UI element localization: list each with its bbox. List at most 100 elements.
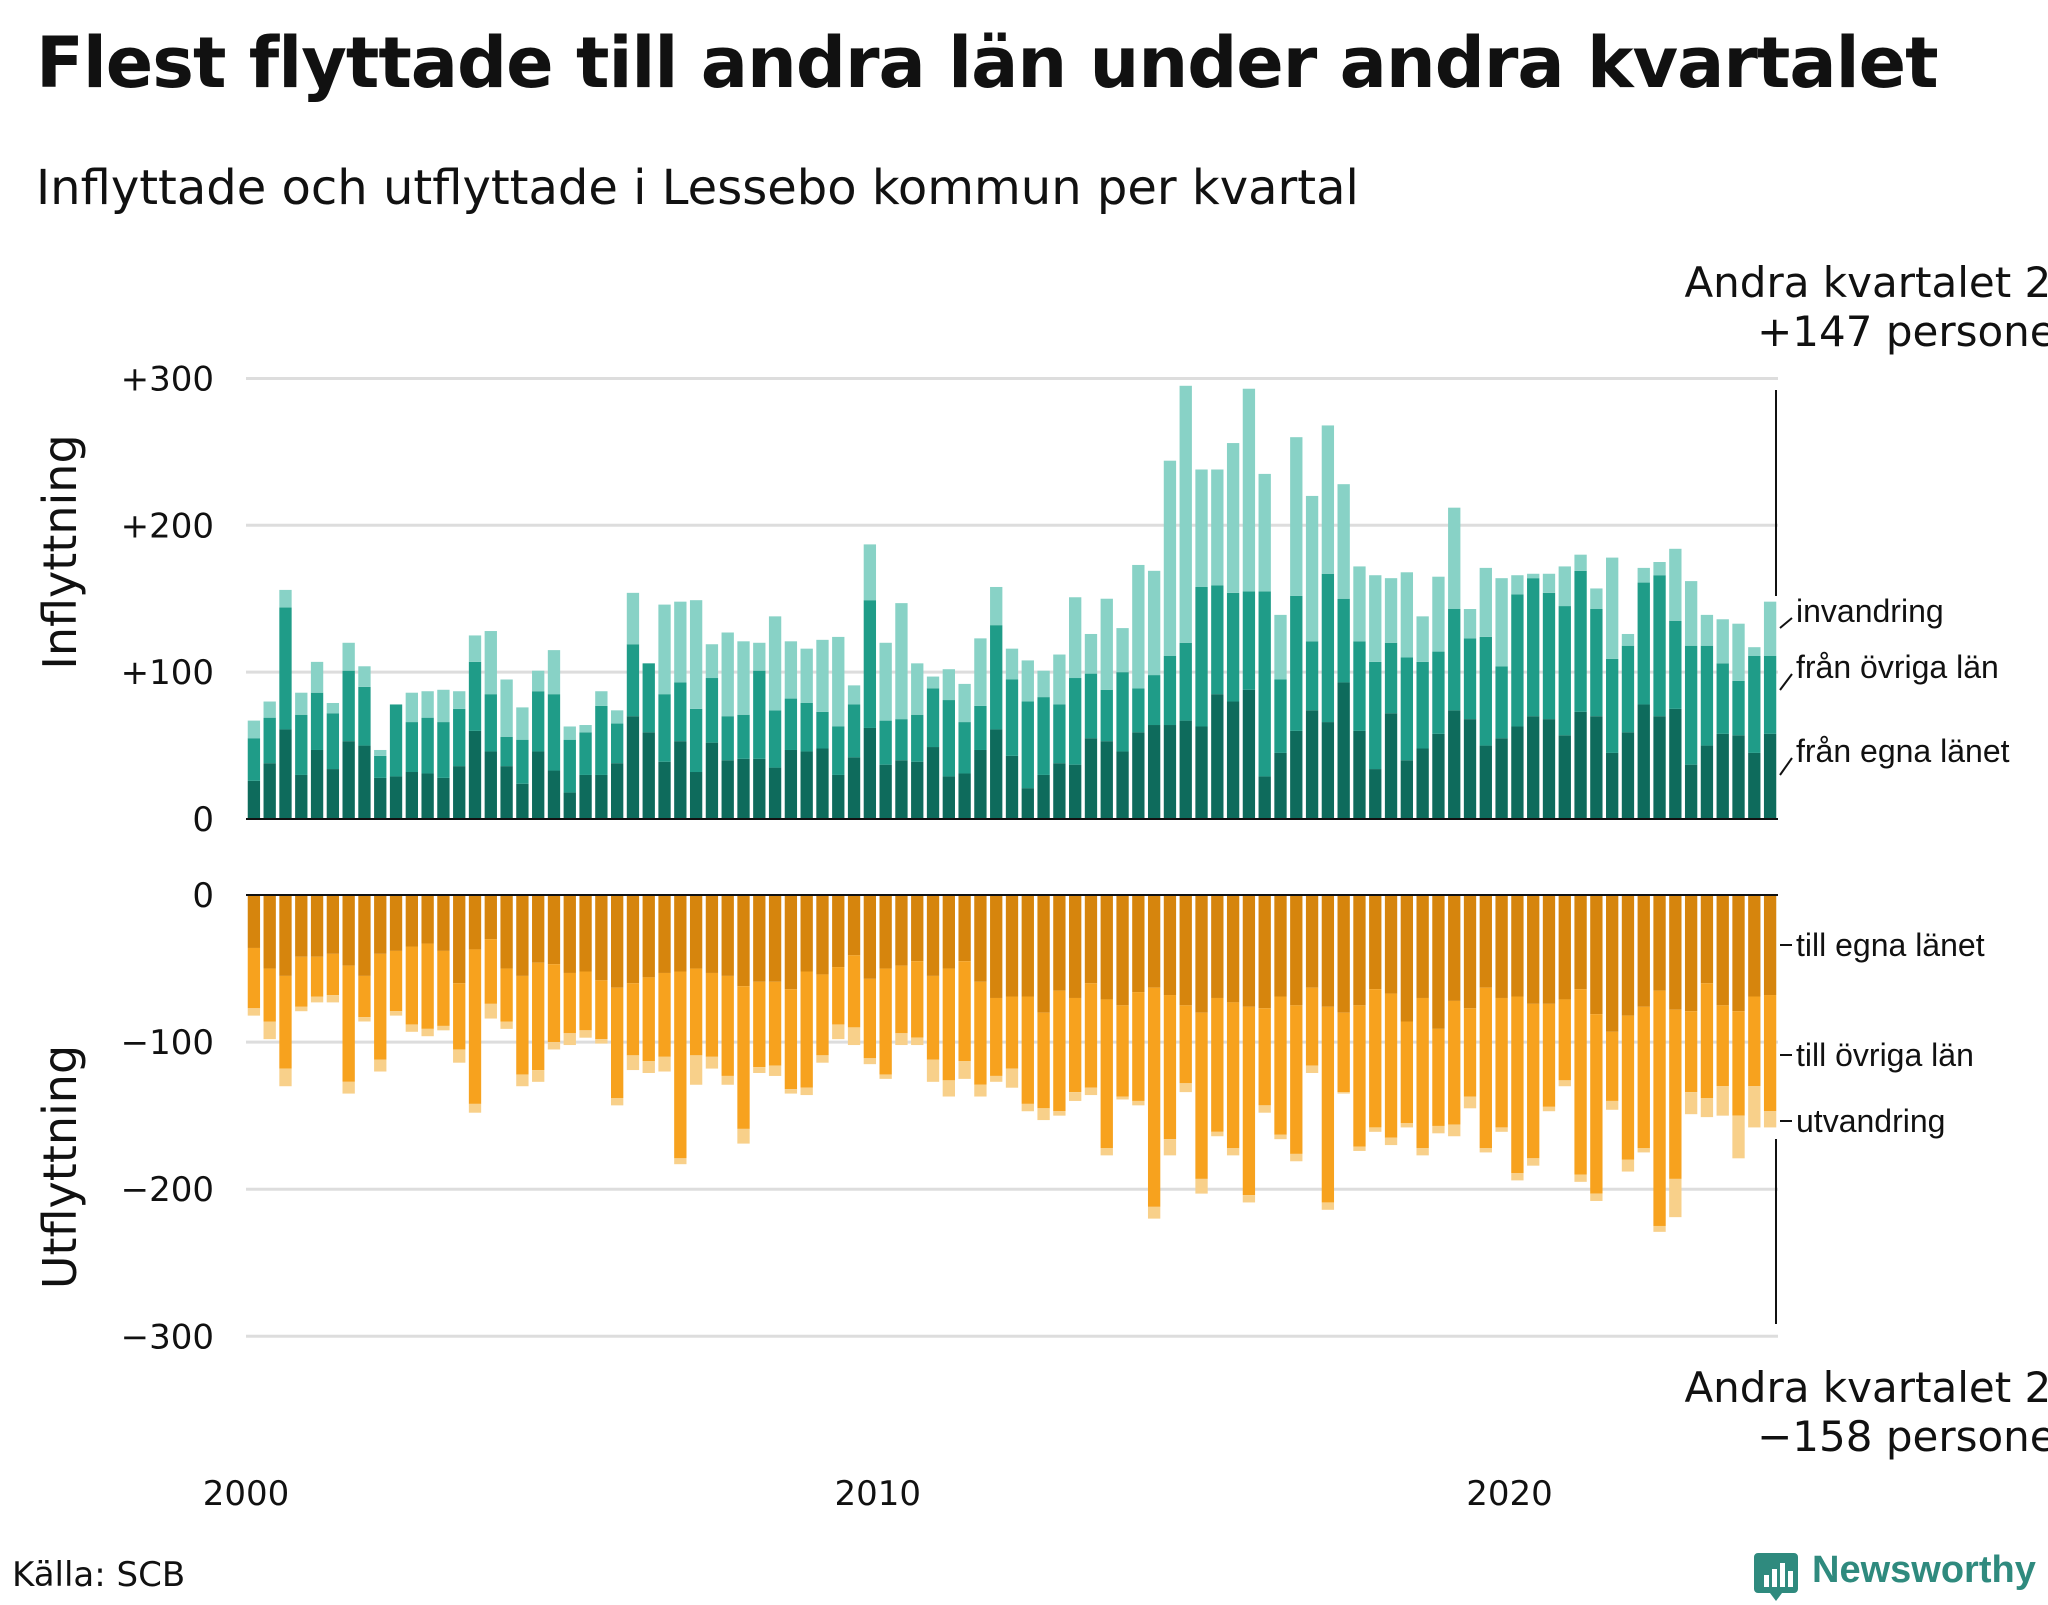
bar-segment [1653,562,1666,576]
bar-segment [1748,656,1761,753]
bar-segment [1242,1195,1256,1203]
bar-segment [1053,895,1066,991]
bar-segment [1274,752,1287,819]
y-axis-label-bottom: Utflyttning [33,1045,87,1289]
bar-segment [279,1068,292,1087]
bar-segment [1100,689,1113,742]
x-tick-label: 2020 [1466,1474,1553,1514]
bar-segment [484,631,497,695]
bar-segment [1432,1028,1445,1126]
bar-segment [1053,763,1066,819]
bar-segment [1637,567,1650,583]
y-axis-label-top: Inflyttning [33,434,87,669]
bar-segment [1416,616,1429,662]
bar-segment [1163,895,1177,996]
bar-segment [1242,388,1256,592]
bar-segment [1211,585,1224,695]
bar-segment [326,953,340,996]
bar-segment [342,741,355,819]
label-till-ovriga-lan: till övriga län [1796,1037,1974,1073]
bar-segment [516,895,529,976]
bar-segment [1179,1083,1192,1093]
bar-segment [437,895,450,951]
bar-segment [1400,1021,1414,1124]
bar-segment [1590,1193,1603,1201]
bar-segment [1463,1096,1477,1109]
bar-segment [1147,725,1161,819]
bar-segment [295,895,308,957]
bar-segment [879,720,892,765]
bar-segment [1211,694,1224,819]
bar-segment [279,607,292,730]
bar-segment [800,1087,813,1096]
bar-segment [421,895,434,944]
bar-segment [626,1055,640,1071]
bar-segment [1305,710,1319,819]
bar-segment [263,968,276,1022]
bar-segment [1369,989,1382,1128]
bar-segment [1258,1105,1271,1113]
bar-segment [737,986,750,1129]
bar-segment [1258,1008,1271,1106]
bar-segment [1005,648,1019,680]
bar-segment [1321,1006,1335,1203]
bar-segment [863,544,877,601]
bar-segment [310,956,324,997]
bar-segment [484,694,497,752]
y-axis-label-inflow: Inflyttning [33,434,87,669]
bar-segment [1069,1092,1082,1101]
bar-segment [421,717,434,774]
bar-segment [863,727,877,819]
bar-segment [1305,641,1319,711]
bar-segment [1574,554,1587,571]
bar-segment [532,691,545,752]
bar-segment [374,895,387,954]
bar-segment [1527,578,1540,717]
bar-segment [1416,997,1429,1149]
bar-segment [1606,895,1619,1032]
bar-segment [1527,1158,1540,1166]
bar-segment [279,895,292,976]
bar-segment [1147,675,1161,726]
axes: 0 +100 +200 +300 0 −100 −200 −300 2000 2010 2020 [121,359,1778,1514]
bar-segment [705,742,719,819]
bar-segment [1732,735,1745,819]
bar-segment [1542,719,1556,819]
bar-segment [1100,1148,1113,1156]
bar-segment [1558,895,1571,1000]
bar-segment [279,589,292,608]
bar-segment [642,732,655,819]
bar-segment [990,586,1003,626]
segment-labels: invandring från övriga län från egna län… [1779,593,2010,1139]
bar-segment [1242,895,1256,1007]
bar-segment [879,895,892,969]
bar-segment [847,704,861,758]
bar-segment [1337,598,1350,683]
bar-segment [484,1003,497,1019]
bar-segment [1069,764,1082,819]
bar-segment [942,776,955,819]
bar-segment [1700,1098,1714,1118]
bar-segment [500,679,513,737]
bar-segment [326,995,340,1003]
bar-segment [1084,673,1098,739]
bar-segment [737,758,750,819]
bar-segment [1669,1178,1682,1218]
bar-segment [926,975,940,1060]
bar-segment [310,661,324,693]
bar-segment [1353,641,1366,731]
bar-segment [800,895,813,972]
bar-segment [611,1098,624,1106]
bar-segment [705,1056,719,1069]
bar-segment [295,774,308,819]
bar-segment [1211,1131,1224,1137]
bar-segment [1716,895,1729,1006]
bar-segment [974,981,987,1085]
bar-segment [1763,733,1777,819]
bar-segment [1448,710,1461,819]
y-tick-label: −200 [121,1170,214,1210]
bar-segment [895,895,908,966]
bar-segment [1495,997,1508,1128]
bar-segment [1321,573,1335,723]
bar-segment [1763,656,1777,734]
